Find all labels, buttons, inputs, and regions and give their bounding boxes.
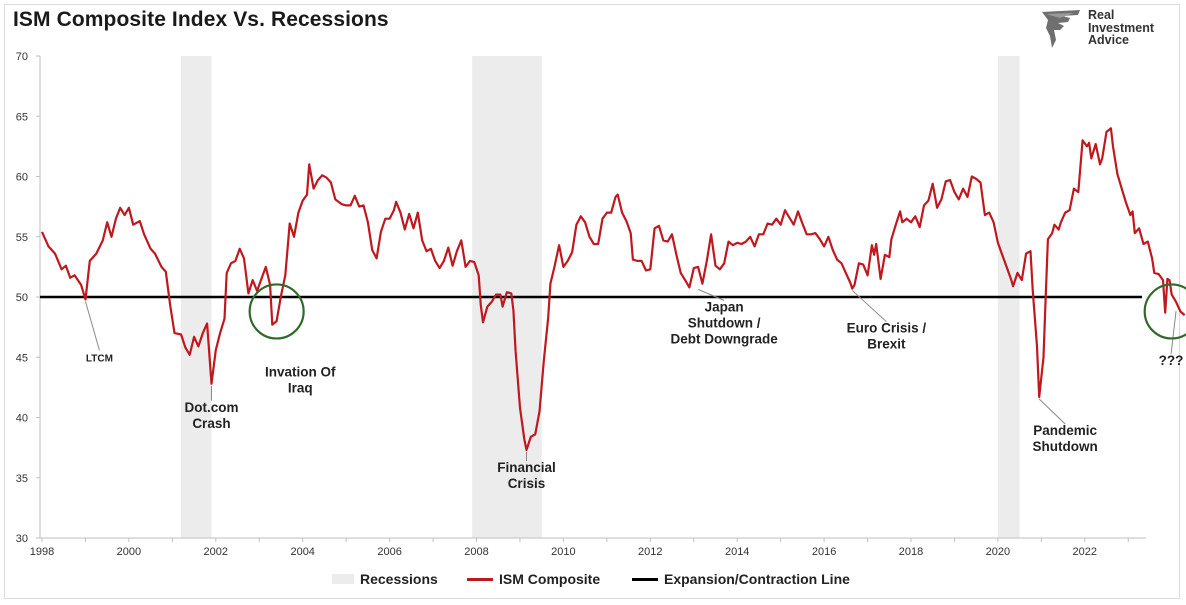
annotation-line-7-0: ??? — [1159, 353, 1184, 368]
x-tick-label-2004: 2004 — [290, 546, 314, 558]
logo-text: Real Investment Advice — [1088, 9, 1154, 47]
annotation-line-4-0: Japan — [705, 299, 744, 314]
x-tick-label-2006: 2006 — [377, 546, 401, 558]
legend-label-expansion: Expansion/Contraction Line — [664, 571, 850, 587]
y-tick-label-70: 70 — [16, 51, 28, 63]
annotation-line-0-0: LTCM — [86, 353, 113, 364]
annotation-line-4-2: Debt Downgrade — [670, 331, 778, 346]
y-tick-label-60: 60 — [16, 172, 28, 184]
annotation-line-2-0: Invation Of — [265, 365, 336, 380]
legend-label-ism: ISM Composite — [499, 571, 601, 587]
x-tick-label-2000: 2000 — [117, 546, 141, 558]
annotation-line-2-1: Iraq — [288, 381, 313, 396]
x-tick-label-2010: 2010 — [551, 546, 575, 558]
highlight-circle-0 — [248, 283, 305, 340]
annotation-label-5: Euro Crisis / Brexit — [847, 321, 927, 352]
x-tick-label-2022: 2022 — [1073, 546, 1097, 558]
legend-swatch-recessions — [332, 574, 354, 584]
annotation-label-0: LTCM — [86, 353, 113, 364]
legend-item-expansion: Expansion/Contraction Line — [632, 568, 850, 590]
annotation-leader-6 — [1038, 398, 1066, 425]
annotation-line-4-1: Shutdown / — [688, 315, 761, 330]
annotation-line-3-0: Financial — [497, 460, 556, 475]
y-tick-label-30: 30 — [16, 533, 28, 545]
annotation-label-4: Japan Shutdown / Debt Downgrade — [670, 299, 778, 346]
chart-frame — [4, 4, 1180, 599]
x-tick-label-2018: 2018 — [899, 546, 923, 558]
annotation-line-1-1: Crash — [192, 416, 230, 431]
annotation-line-6-0: Pandemic — [1033, 423, 1097, 438]
logo-line-2: Investment — [1088, 20, 1154, 35]
annotation-label-7: ??? — [1159, 353, 1184, 368]
y-tick-label-65: 65 — [16, 111, 28, 123]
x-tick-label-2016: 2016 — [812, 546, 836, 558]
annotation-label-6: Pandemic Shutdown — [1033, 423, 1098, 454]
annotation-leader-5 — [852, 290, 887, 322]
logo-line-3: Advice — [1088, 33, 1129, 47]
x-tick-label-2020: 2020 — [986, 546, 1010, 558]
annotation-label-2: Invation Of Iraq — [265, 365, 336, 396]
annotations: LTCM Dot.com Crash Invation Of Iraq Financial… — [84, 283, 1186, 491]
annotation-line-5-1: Brexit — [867, 337, 906, 352]
brand-logo: Real Investment Advice — [1040, 6, 1175, 52]
y-tick-label-50: 50 — [16, 292, 28, 304]
annotation-line-5-0: Euro Crisis / — [847, 321, 927, 336]
annotation-label-3: Financial Crisis — [497, 460, 556, 491]
x-tick-label-2014: 2014 — [725, 546, 749, 558]
annotation-leader-4 — [697, 288, 725, 301]
annotation-leader-0 — [84, 301, 100, 351]
x-tick-label-2002: 2002 — [204, 546, 228, 558]
legend: Recessions ISM Composite Expansion/Contr… — [0, 568, 1186, 590]
annotation-leader-7 — [1170, 310, 1177, 355]
x-tick-label-2008: 2008 — [464, 546, 488, 558]
annotation-line-1-0: Dot.com — [184, 400, 238, 415]
legend-swatch-expansion — [632, 577, 658, 581]
annotation-line-3-1: Crisis — [508, 476, 546, 491]
legend-item-recessions: Recessions — [332, 568, 438, 590]
legend-label-recessions: Recessions — [360, 571, 438, 587]
legend-swatch-ism — [467, 577, 493, 581]
y-tick-label-45: 45 — [16, 352, 28, 364]
x-tick-label-1998: 1998 — [30, 546, 54, 558]
annotation-label-1: Dot.com Crash — [184, 400, 238, 431]
legend-item-ism: ISM Composite — [467, 568, 600, 590]
tick-labels: 30 35 40 45 50 55 60 65 70 1998 2000 2002 2004 2006 20… — [16, 51, 1129, 558]
chart-title: ISM Composite Index Vs. Recessions — [13, 8, 389, 31]
highlight-circle-1 — [1143, 283, 1186, 340]
logo-line-1: Real — [1088, 8, 1115, 22]
y-tick-label-40: 40 — [16, 413, 28, 425]
annotation-line-6-1: Shutdown — [1033, 439, 1098, 454]
ism-composite-line — [40, 127, 1186, 452]
x-tick-label-2012: 2012 — [638, 546, 662, 558]
y-tick-label-55: 55 — [16, 232, 28, 244]
ism-series — [40, 127, 1186, 452]
y-tick-label-35: 35 — [16, 473, 28, 485]
eagle-icon — [1042, 10, 1080, 48]
